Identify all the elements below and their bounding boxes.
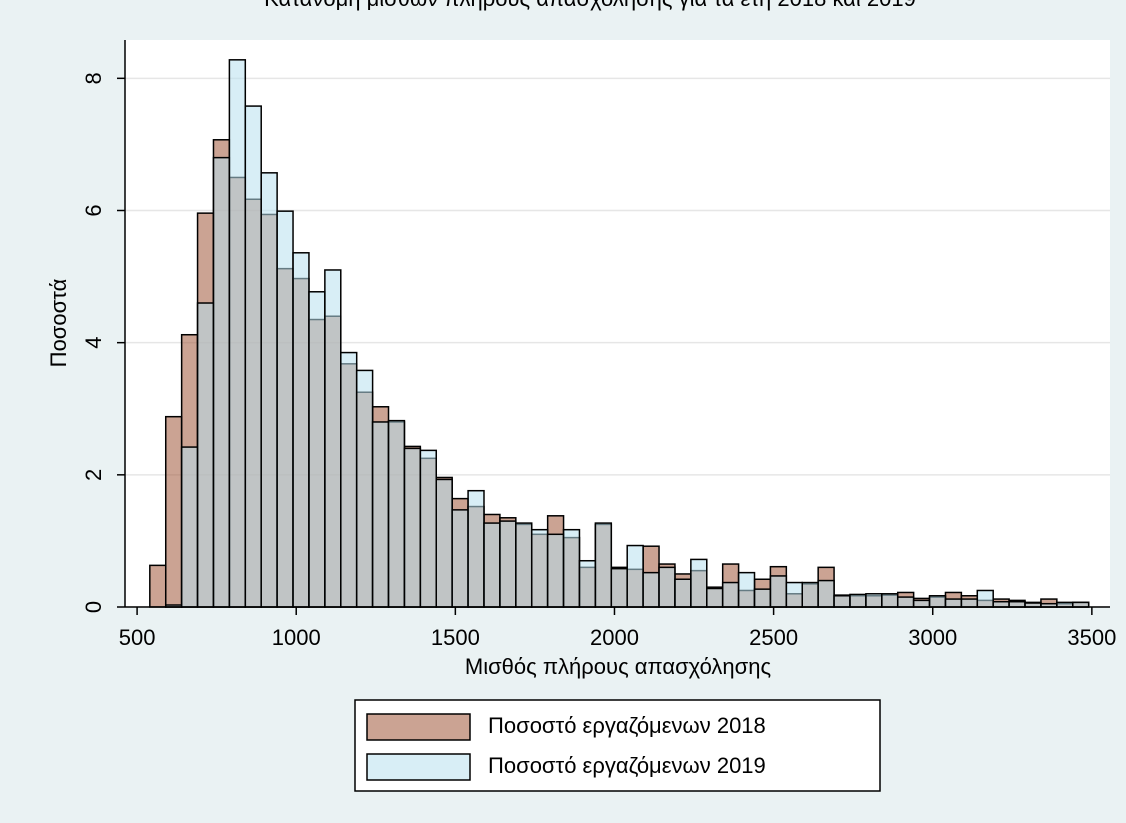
bar bbox=[1008, 600, 1026, 608]
bar bbox=[928, 595, 947, 608]
bar bbox=[706, 587, 724, 608]
bar bbox=[737, 571, 756, 608]
bar bbox=[992, 600, 1010, 608]
bar bbox=[164, 415, 183, 608]
bar bbox=[228, 59, 247, 608]
bar bbox=[467, 489, 485, 608]
legend-swatch bbox=[366, 753, 471, 781]
bar bbox=[721, 581, 740, 608]
bar bbox=[881, 593, 899, 608]
bar bbox=[515, 522, 533, 608]
bar bbox=[451, 509, 469, 608]
bar bbox=[499, 520, 517, 608]
bar bbox=[769, 575, 788, 608]
bar bbox=[785, 581, 803, 608]
y-tick-label: 0 bbox=[81, 601, 106, 613]
legend-swatch bbox=[366, 713, 471, 741]
bar bbox=[355, 369, 374, 608]
x-axis-label: Μισθός πλήρους απασχόλησης bbox=[465, 654, 771, 679]
y-axis-label: Ποσοστά bbox=[46, 278, 71, 367]
x-tick-label: 500 bbox=[119, 625, 156, 650]
bar bbox=[371, 421, 390, 608]
bar bbox=[642, 571, 660, 608]
bar bbox=[865, 593, 883, 608]
x-tick-label: 3500 bbox=[1067, 625, 1116, 650]
bar bbox=[960, 598, 979, 608]
bar bbox=[658, 566, 676, 608]
x-tick-label: 2500 bbox=[749, 625, 798, 650]
bar bbox=[690, 558, 708, 608]
bar bbox=[817, 579, 835, 608]
bar bbox=[578, 559, 597, 608]
bar bbox=[483, 522, 501, 608]
bar bbox=[292, 252, 310, 608]
bar bbox=[753, 588, 772, 608]
bar bbox=[546, 533, 565, 608]
x-tick-label: 2000 bbox=[590, 625, 639, 650]
bar bbox=[610, 567, 628, 608]
bar bbox=[626, 544, 644, 608]
bar bbox=[944, 598, 963, 608]
bar bbox=[419, 449, 438, 608]
bar bbox=[180, 446, 199, 608]
bar bbox=[149, 564, 167, 608]
bar bbox=[403, 447, 422, 608]
bar bbox=[530, 528, 549, 608]
bar bbox=[260, 172, 278, 608]
bar bbox=[244, 105, 262, 608]
bar bbox=[340, 351, 358, 608]
bar bbox=[562, 528, 581, 608]
legend-label: Ποσοστό εργαζόμενων 2019 bbox=[488, 753, 766, 778]
bar bbox=[276, 210, 294, 608]
chart-title: Κατανομή μισθών πλήρους απασχόλησης για … bbox=[264, 0, 916, 11]
x-tick-label: 1500 bbox=[431, 625, 480, 650]
bar bbox=[594, 522, 613, 608]
bar bbox=[387, 419, 406, 608]
y-tick-label: 4 bbox=[81, 337, 106, 349]
bar bbox=[196, 302, 215, 608]
bar bbox=[212, 156, 231, 608]
bar bbox=[849, 593, 867, 608]
bar bbox=[833, 595, 851, 608]
bar bbox=[308, 291, 326, 608]
bar bbox=[976, 589, 994, 608]
x-tick-label: 1000 bbox=[272, 625, 321, 650]
bar bbox=[801, 581, 819, 608]
x-tick-label: 3000 bbox=[908, 625, 957, 650]
bar bbox=[435, 478, 453, 608]
y-tick-label: 2 bbox=[81, 469, 106, 481]
legend-label: Ποσοστό εργαζόμενων 2018 bbox=[488, 713, 766, 738]
bar bbox=[324, 269, 342, 608]
bar bbox=[674, 578, 692, 608]
y-tick-label: 8 bbox=[81, 72, 106, 84]
y-tick-label: 6 bbox=[81, 204, 106, 216]
bar bbox=[896, 596, 915, 608]
bar bbox=[912, 599, 931, 608]
